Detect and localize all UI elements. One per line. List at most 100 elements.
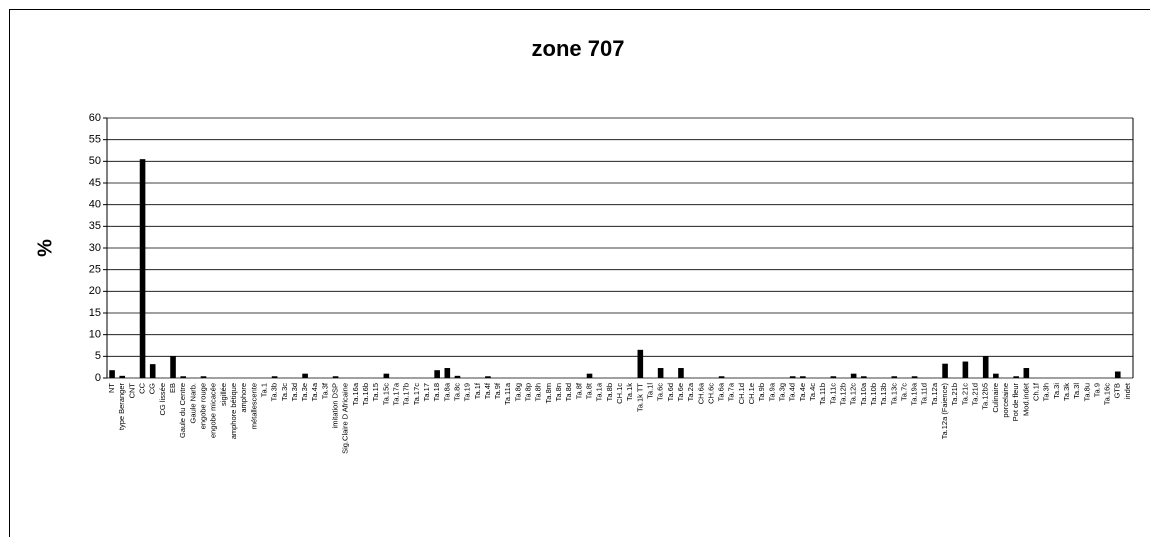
x-tick-label: Ta.4c: [808, 383, 817, 401]
x-tick-label: NT: [107, 383, 116, 393]
bar: [332, 376, 339, 378]
x-tick-label: amphore bétique: [229, 383, 238, 439]
x-tick-label: Ta.15c: [381, 383, 390, 405]
x-tick-label: Ta.3i: [1052, 383, 1061, 399]
x-tick-label: Ta.8u: [1082, 383, 1091, 401]
x-tick-label: Ta.6a: [717, 382, 726, 401]
bar: [149, 364, 156, 378]
y-tick-label: 55: [89, 134, 101, 146]
x-tick-label: Ch.1f: [1031, 382, 1040, 401]
y-tick-label: 20: [89, 285, 101, 297]
bar: [180, 376, 186, 378]
y-tick-label: 15: [89, 307, 101, 319]
bar: [109, 370, 115, 378]
x-tick-label: Ta.1: [259, 383, 268, 397]
x-tick-label: Ta.3k: [1062, 383, 1071, 401]
x-tick-label: Ta.9a: [767, 382, 776, 401]
bar: [1013, 376, 1019, 378]
x-tick-label: Ta.3d: [290, 383, 299, 401]
x-tick-label: Ta.1a: [595, 382, 604, 401]
x-tick-label: Gaule Narb.: [188, 383, 197, 423]
x-tick-label: Ta.12c: [849, 383, 858, 405]
x-tick-label: amphore: [239, 383, 248, 413]
y-tick-label: 5: [95, 350, 101, 362]
x-tick-label: Gaule du Centre: [178, 383, 187, 438]
x-tick-label: Mod.indet: [1021, 382, 1030, 416]
x-tick-label: Pot de fleur: [1011, 383, 1020, 422]
x-tick-label: CG: [148, 383, 157, 394]
bar: [789, 376, 796, 378]
x-tick-label: Ta.11d: [920, 383, 929, 405]
bar: [982, 356, 989, 378]
x-tick-label: Ta.4a: [310, 382, 319, 401]
x-tick-label: Ta.10b: [869, 383, 878, 406]
bar: [942, 363, 948, 378]
x-tick-label: Ta.7c: [899, 383, 908, 401]
x-tick-label: indet: [1123, 382, 1132, 399]
x-tick-label: Ta.3c: [280, 383, 289, 401]
x-tick-label: EB: [168, 383, 177, 393]
x-tick-label: Ta.11c: [828, 383, 837, 405]
x-tick-label: Ta.9b: [757, 383, 766, 401]
x-tick-label: Ta.9: [1092, 383, 1101, 397]
y-tick-label: 60: [89, 112, 101, 124]
x-tick-label: sigillée: [219, 383, 228, 406]
bar: [302, 373, 308, 378]
x-tick-label: Ta.8m: [544, 383, 553, 403]
x-tick-label: Ta.2a: [686, 382, 695, 401]
x-tick-label: Ta.11b: [818, 383, 827, 405]
bar: [444, 368, 451, 378]
x-tick-label: CH.1e: [747, 383, 756, 404]
x-tick-label: Ta.3b: [270, 383, 279, 401]
x-tick-label: Ta.8d: [564, 383, 573, 401]
x-tick-label: Ta.1k TT: [635, 383, 644, 412]
x-tick-label: CH.6a: [696, 382, 705, 404]
bar: [454, 375, 461, 378]
x-tick-label: Ta.1f: [473, 382, 482, 399]
x-tick-label: Ta.12a: [930, 382, 939, 405]
x-tick-label: Ta.8f: [574, 382, 583, 399]
x-tick-label: CG lissée: [158, 383, 167, 416]
x-tick-label: Ta.8g: [513, 383, 522, 401]
x-tick-label: Ta.10a: [859, 382, 868, 405]
bar: [718, 376, 725, 378]
y-tick-label: 25: [89, 264, 101, 276]
y-tick-label: 40: [89, 199, 101, 211]
y-tick-label: 0: [95, 372, 101, 384]
bar: [434, 370, 440, 378]
x-tick-label: Ta.8b: [605, 383, 614, 401]
x-tick-label: Ta.3l: [1072, 383, 1081, 399]
bar: [271, 376, 278, 378]
y-tick-label: 35: [89, 220, 101, 232]
x-tick-label: GTB: [1113, 383, 1122, 398]
x-tick-label: Ta.3f: [320, 382, 329, 399]
x-tick-label: Ta.13c: [889, 383, 898, 405]
bar: [861, 376, 867, 378]
x-tick-label: Ta.8c: [452, 383, 461, 401]
x-tick-label: Ta.3e: [300, 383, 309, 401]
x-tick-label: porcelaine: [1001, 383, 1010, 418]
x-tick-label: CC: [138, 382, 147, 393]
y-tick-label: 30: [89, 242, 101, 254]
x-tick-label: engobe micacée: [209, 383, 218, 438]
bar: [139, 159, 146, 378]
bar: [637, 349, 644, 378]
x-tick-label: Ta.9f: [493, 382, 502, 399]
bar: [962, 361, 969, 378]
y-axis-label: %: [34, 239, 56, 257]
x-tick-label: Ta.17c: [412, 383, 421, 405]
x-tick-label: Ta.8p: [524, 383, 533, 401]
x-tick-label: CH.1d: [737, 383, 746, 404]
x-tick-label: Ta.4f: [483, 382, 492, 399]
bar: [657, 368, 664, 378]
x-tick-label: Ta.8n: [554, 383, 563, 401]
x-tick-label: Ta.4d: [788, 383, 797, 401]
bar: [383, 373, 390, 378]
x-tick-label: CNT: [127, 383, 136, 399]
bar: [485, 376, 491, 378]
y-tick-label: 10: [89, 329, 101, 341]
x-tick-label: type Beranger: [117, 383, 126, 431]
x-tick-label: Ta.7a: [727, 382, 736, 401]
